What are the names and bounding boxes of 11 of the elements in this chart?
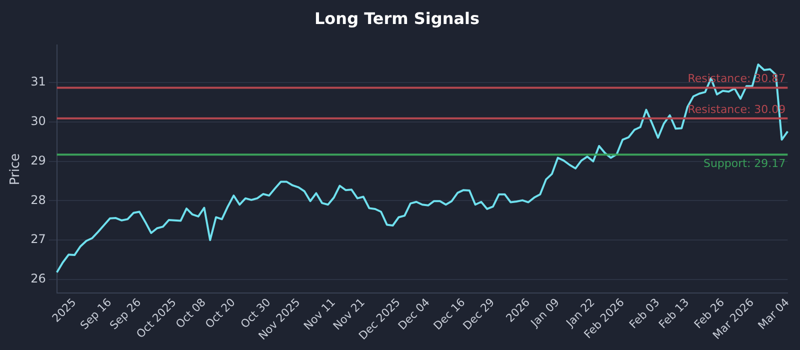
x-tick-label: Mar 04 bbox=[756, 296, 792, 332]
chart-title: Long Term Signals bbox=[314, 8, 480, 28]
y-axis-title: Price bbox=[8, 153, 24, 186]
y-tick-label: 28 bbox=[30, 192, 46, 207]
x-tick-label: Jan 09 bbox=[528, 296, 562, 330]
y-tick-label: 29 bbox=[30, 153, 46, 168]
ref-line-label: Support: 29.17 bbox=[703, 157, 786, 170]
y-tick-label: 31 bbox=[30, 74, 46, 89]
y-tick-label: 27 bbox=[30, 232, 46, 246]
y-tick-label: 30 bbox=[30, 114, 46, 128]
y-tick-label: 26 bbox=[30, 272, 46, 286]
